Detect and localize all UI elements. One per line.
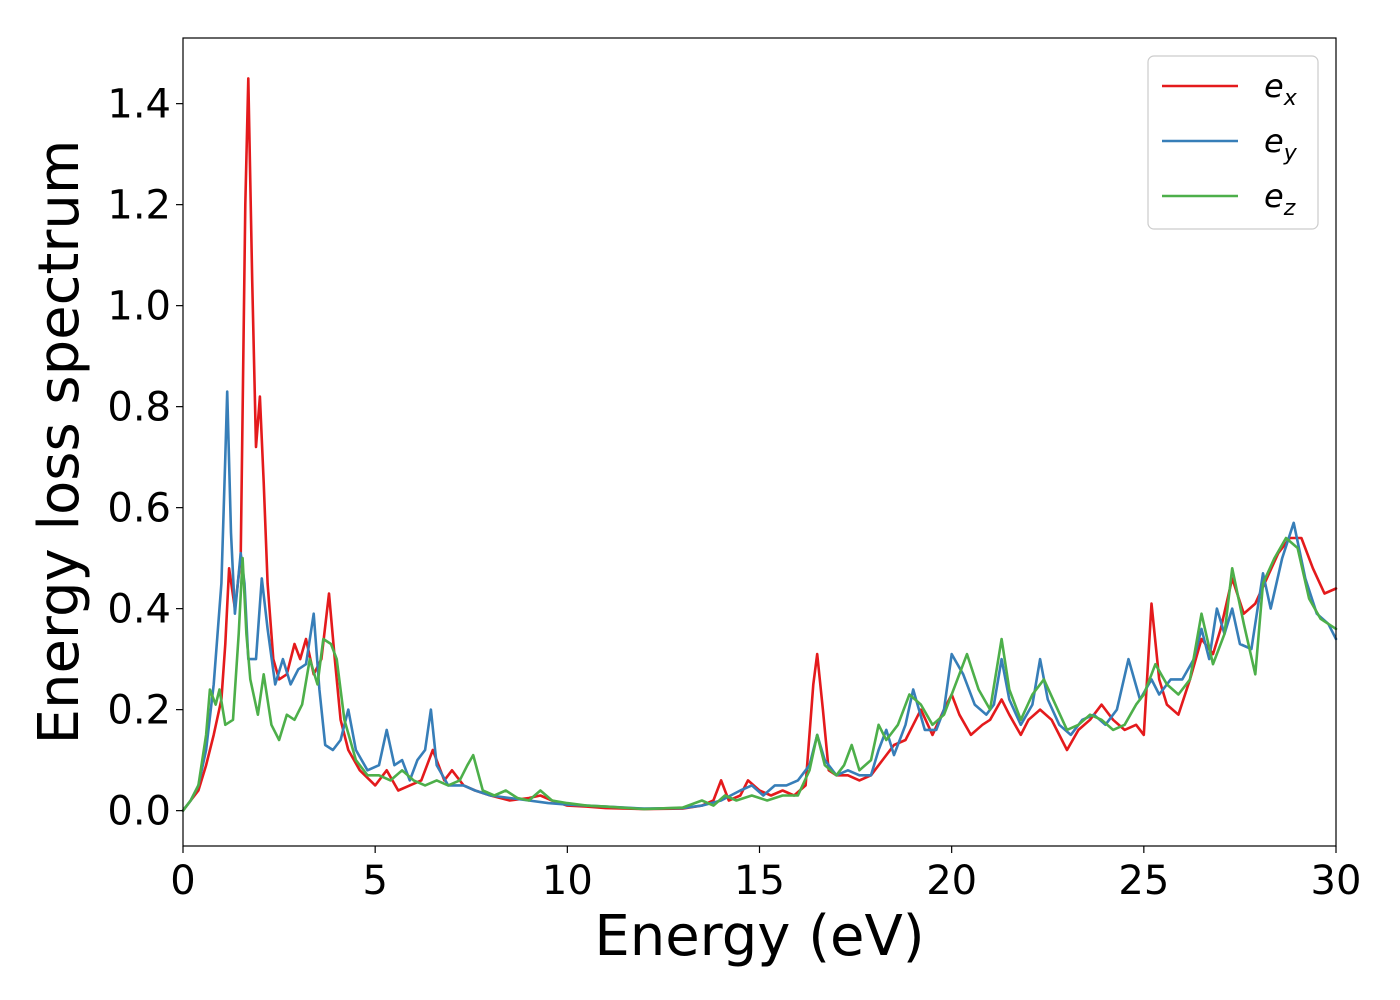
legend-label-main: e	[1264, 122, 1284, 160]
y-tick-label: 0.0	[107, 789, 171, 835]
legend-label: ex	[1264, 67, 1298, 111]
y-tick-label: 1.4	[107, 82, 171, 128]
y-tick-label: 1.0	[107, 284, 171, 330]
x-axis-label: Energy (eV)	[594, 904, 924, 969]
legend-label-subscript: z	[1283, 196, 1296, 221]
y-axis: 0.0 0.2 0.4 0.6 0.8 1.0 1.2 1.4	[107, 82, 183, 835]
legend-label-main: e	[1264, 67, 1284, 105]
legend-label: ey	[1264, 122, 1298, 166]
y-tick-label: 0.2	[107, 688, 171, 734]
x-tick-label: 10	[542, 858, 593, 904]
legend-label-main: e	[1264, 177, 1284, 215]
y-tick-label: 0.6	[107, 486, 171, 532]
legend-box	[1147, 55, 1319, 230]
legend-label: ez	[1264, 177, 1296, 221]
series-line-ez	[181, 536, 1338, 812]
x-tick-label: 0	[170, 858, 195, 904]
x-axis: 0 5 10 15 20 25 30	[170, 846, 1361, 904]
series-group	[181, 77, 1338, 812]
legend-label-subscript: y	[1283, 141, 1298, 166]
series-line-ey	[181, 390, 1338, 812]
y-tick-label: 1.2	[107, 183, 171, 229]
x-tick-label: 5	[362, 858, 387, 904]
x-tick-label: 15	[734, 858, 785, 904]
x-tick-label: 20	[926, 858, 977, 904]
y-axis-label: Energy loss spectrum	[27, 140, 92, 745]
y-tick-label: 0.4	[107, 587, 171, 633]
y-tick-label: 0.8	[107, 385, 171, 431]
legend-label-subscript: x	[1283, 86, 1298, 111]
x-tick-label: 30	[1311, 858, 1362, 904]
x-tick-label: 25	[1118, 858, 1169, 904]
